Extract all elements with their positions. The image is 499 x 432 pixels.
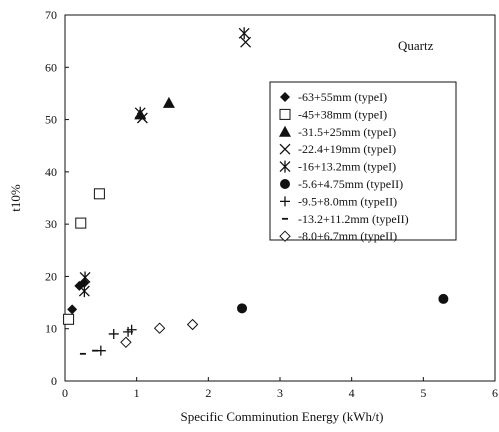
series-2 (63, 188, 105, 325)
legend-label: -63+55mm (typeI) (298, 90, 387, 104)
series-4 (136, 36, 252, 124)
legend-label: -9.5+8.0mm (typeII) (298, 194, 397, 208)
data-point (126, 324, 137, 335)
legend-label: -22.4+19mm (typeI) (298, 142, 396, 156)
legend-label: -8.0+6.7mm (typeII) (298, 229, 397, 243)
x-axis-title: Specific Comminution Energy (kWh/t) (180, 409, 383, 424)
data-point (238, 27, 250, 40)
legend-marker (279, 125, 291, 137)
data-point (162, 96, 175, 108)
legend-label: -16+13.2mm (typeI) (298, 160, 396, 174)
data-point (237, 303, 248, 314)
x-tick-label: 0 (62, 386, 68, 400)
data-point (78, 285, 90, 298)
legend-entry: -5.6+4.75mm (typeII) (280, 177, 403, 191)
legend-label: -31.5+25mm (typeI) (298, 125, 396, 139)
legend-entry: -45+38mm (typeI) (279, 107, 387, 121)
x-tick-label: 6 (492, 386, 498, 400)
legend-entry: -9.5+8.0mm (typeII) (280, 194, 397, 208)
series-7 (95, 324, 137, 356)
series-8 (79, 349, 99, 355)
data-point (63, 313, 75, 325)
data-point (75, 217, 87, 229)
legend-label: -45+38mm (typeI) (298, 107, 387, 121)
data-point (108, 328, 119, 339)
legend-marker (280, 92, 290, 102)
legend-marker (279, 108, 291, 120)
data-point (186, 318, 199, 331)
data-point (438, 293, 449, 304)
y-tick-label: 40 (45, 165, 57, 179)
chart-annotation: Quartz (398, 38, 434, 53)
y-tick-label: 30 (45, 217, 57, 231)
y-axis-title: t10% (8, 184, 23, 212)
series-1 (67, 277, 90, 315)
legend-entry: -31.5+25mm (typeI) (279, 125, 396, 139)
legend-label: -13.2+11.2mm (typeII) (298, 212, 409, 226)
legend-entry: -8.0+6.7mm (typeII) (279, 229, 397, 243)
y-tick-label: 0 (51, 374, 57, 388)
series-9 (120, 318, 199, 349)
x-tick-label: 4 (349, 386, 355, 400)
x-tick-label: 2 (205, 386, 211, 400)
data-point (79, 271, 91, 284)
legend-marker (279, 143, 291, 155)
y-tick-label: 10 (45, 322, 57, 336)
legend-label: -5.6+4.75mm (typeII) (298, 177, 403, 191)
y-tick-label: 20 (45, 269, 57, 283)
legend-marker (280, 196, 290, 207)
y-tick-label: 60 (45, 60, 57, 74)
legend: -63+55mm (typeI) -45+38mm (typeI) -31.5+25… (269, 81, 457, 243)
legend-marker (279, 230, 291, 242)
x-tick-label: 1 (134, 386, 140, 400)
legend-entry: -63+55mm (typeI) (280, 90, 387, 104)
legend-marker (279, 160, 291, 173)
series-6 (237, 293, 449, 314)
data-point (93, 188, 105, 200)
legend-marker (280, 179, 290, 189)
y-tick-label: 50 (45, 113, 57, 127)
data-point (120, 336, 132, 349)
legend-entry: -13.2+11.2mm (typeII) (282, 212, 409, 226)
data-point (134, 106, 146, 119)
data-point (67, 304, 78, 315)
data-point (240, 36, 252, 48)
data-points (63, 27, 449, 356)
data-point (153, 322, 166, 334)
legend-entry: -22.4+19mm (typeI) (279, 142, 396, 156)
x-tick-label: 3 (277, 386, 283, 400)
x-tick-label: 5 (420, 386, 426, 400)
legend-box (269, 81, 457, 241)
y-tick-label: 70 (45, 8, 57, 22)
series-5 (78, 27, 250, 298)
legend-entry: -16+13.2mm (typeI) (279, 160, 396, 174)
